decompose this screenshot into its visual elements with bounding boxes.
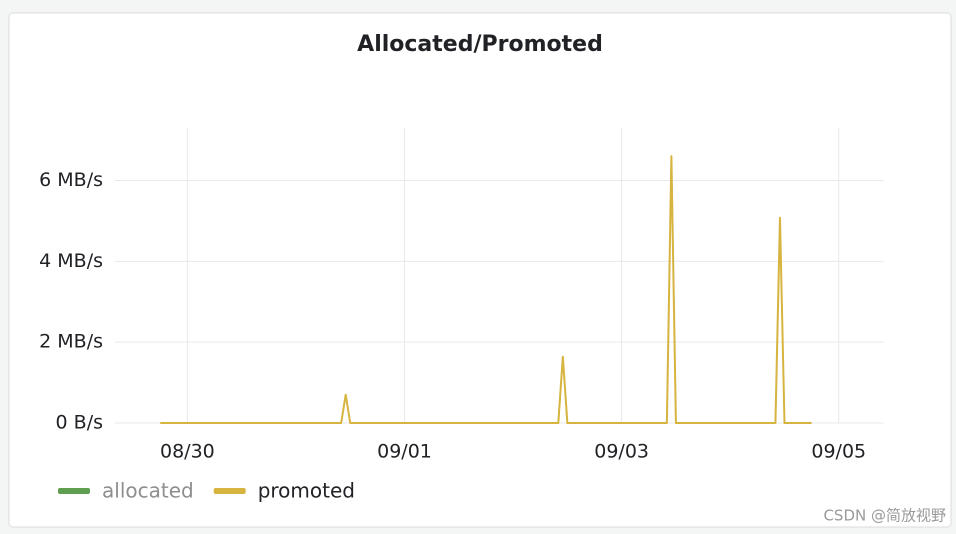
x-tick-label: 09/01 xyxy=(377,441,432,463)
y-tick-label: 6 MB/s xyxy=(39,169,103,191)
y-tick-label: 0 B/s xyxy=(56,412,103,434)
x-tick-label: 09/03 xyxy=(594,441,649,463)
x-tick-label: 08/30 xyxy=(160,441,215,463)
watermark: CSDN @简放视野 xyxy=(823,507,946,525)
legend-label: allocated xyxy=(102,479,194,503)
legend-label: promoted xyxy=(258,479,355,503)
series-line xyxy=(160,155,812,424)
y-tick-label: 2 MB/s xyxy=(39,331,103,353)
x-tick-label: 09/05 xyxy=(811,441,866,463)
y-tick-label: 4 MB/s xyxy=(39,250,103,272)
panel-frame xyxy=(8,12,952,528)
legend-swatch xyxy=(213,488,246,494)
chart-title: Allocated/Promoted xyxy=(357,32,603,57)
legend-swatch xyxy=(58,488,90,494)
